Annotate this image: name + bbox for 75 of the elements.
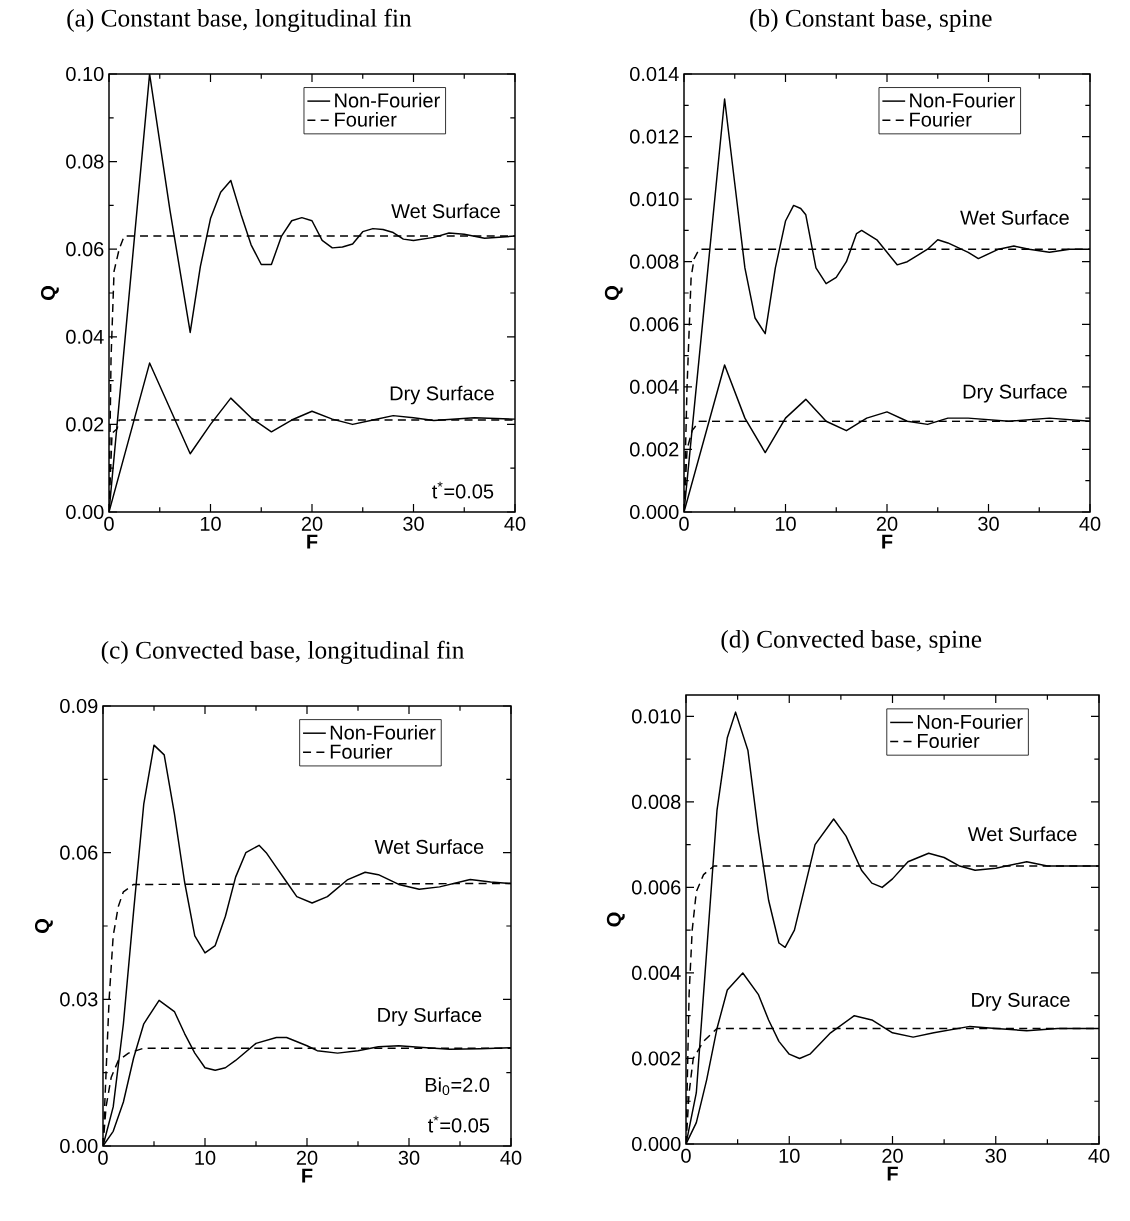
x-tick-label: 0 [679, 516, 689, 531]
y-tick-label: 0.006 [632, 880, 681, 895]
chart-title: (c) Convected base, longitudinal fin [101, 640, 465, 664]
x-tick-label: 0 [104, 516, 114, 531]
legend-label: Non-Fourier [330, 724, 436, 740]
x-tick-label: 30 [978, 516, 999, 531]
y-tick-label: 0.002 [630, 442, 679, 457]
y-tick-label: 0.04 [66, 329, 104, 344]
x-tick-label: 30 [403, 516, 424, 531]
x-tick-label: 20 [882, 1148, 903, 1163]
y-axis-title: Q [34, 919, 53, 933]
legend-label: Fourier [910, 112, 972, 127]
y-tick-label: 0.00 [60, 1138, 98, 1154]
annotation: t$^{*}$=0.05 [432, 481, 494, 499]
x-axis-title: F [887, 1166, 898, 1181]
y-tick-label: 0.02 [66, 417, 104, 432]
y-axis-title: Q [604, 286, 623, 300]
legend-label: Non-Fourier [335, 92, 440, 108]
x-axis-title: F [302, 1168, 313, 1183]
y-tick-label: 0.008 [630, 254, 679, 269]
x-tick-label: 40 [500, 1150, 522, 1165]
x-tick-label: 20 [301, 516, 323, 531]
x-tick-label: 10 [195, 1150, 216, 1165]
x-axis-title: F [307, 534, 318, 549]
x-tick-label: 30 [985, 1148, 1007, 1163]
x-tick-label: 20 [876, 516, 898, 531]
y-tick-label: 0.06 [66, 242, 104, 257]
y-axis-title: Q [606, 912, 625, 927]
y-tick-label: 0.000 [632, 1136, 681, 1152]
legend-label: Fourier [330, 744, 393, 759]
y-tick-label: 0.03 [60, 992, 98, 1007]
annotation: Wet Surface [374, 839, 484, 854]
y-axis-title: Q [40, 286, 59, 300]
annotation: Dry Surface [378, 1007, 482, 1026]
y-tick-label: 0.002 [632, 1051, 681, 1066]
legend-label: Fourier [335, 112, 397, 127]
y-tick-label: 0.004 [630, 379, 679, 394]
y-tick-label: 0.08 [66, 154, 104, 169]
legend-label: Fourier [917, 733, 980, 749]
chart-title: (d) Convected base, spine [721, 629, 982, 653]
y-tick-label: 0.000 [630, 504, 679, 520]
y-tick-label: 0.09 [60, 698, 98, 714]
y-tick-label: 0.004 [632, 965, 681, 981]
y-tick-label: 0.010 [632, 709, 681, 724]
y-tick-label: 0.014 [630, 66, 679, 82]
y-tick-label: 0.006 [630, 317, 679, 332]
x-tick-label: 30 [398, 1150, 420, 1165]
x-tick-label: 40 [1079, 516, 1101, 531]
legend-label: Non-Fourier [917, 714, 1023, 729]
annotation: t$^{*}$=0.05 [427, 1115, 490, 1133]
x-tick-label: 10 [779, 1148, 800, 1163]
annotation: Wet Surface [960, 210, 1069, 225]
x-tick-label: 20 [296, 1150, 318, 1165]
x-tick-label: 10 [775, 516, 796, 531]
y-tick-label: 0.10 [66, 66, 104, 82]
legend-label: Non-Fourier [910, 92, 1015, 108]
x-tick-label: 10 [200, 516, 221, 531]
x-tick-label: 0 [98, 1150, 108, 1165]
x-axis-title: F [882, 534, 893, 549]
annotation: Dry Surface [390, 385, 494, 405]
y-tick-label: 0.010 [630, 192, 679, 207]
annotation: Wet Surface [391, 203, 500, 219]
chart-title: (a) Constant base, longitudinal fin [67, 8, 412, 32]
x-tick-label: 40 [1088, 1148, 1110, 1163]
annotation: Bi$_{0}$=2.0 [425, 1077, 490, 1096]
annotation: Dry Surface [963, 383, 1067, 403]
chart-title: (b) Constant base, spine [750, 8, 992, 32]
annotation: Wet Surface [967, 826, 1077, 842]
annotation: Dry Surace [972, 992, 1070, 1011]
x-tick-label: 0 [681, 1148, 691, 1163]
y-tick-label: 0.012 [630, 129, 679, 144]
x-tick-label: 40 [504, 516, 526, 531]
y-tick-label: 0.06 [60, 845, 98, 860]
y-tick-label: 0.008 [632, 794, 681, 809]
y-tick-label: 0.00 [66, 504, 104, 520]
